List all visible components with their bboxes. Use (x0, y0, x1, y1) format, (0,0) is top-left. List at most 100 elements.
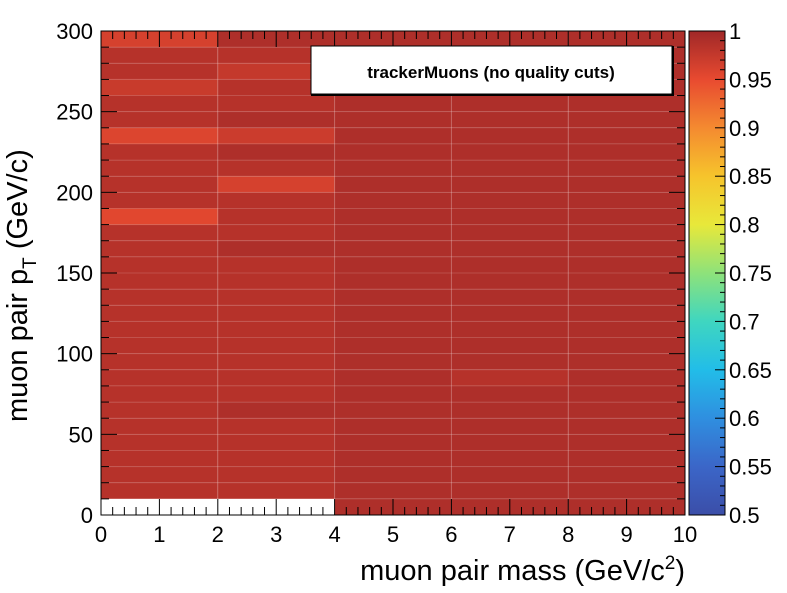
heatmap-cell (451, 353, 569, 370)
legend-box: trackerMuons (no quality cuts) (310, 45, 674, 96)
heatmap-cell (568, 482, 685, 499)
heatmap-cell (451, 224, 569, 241)
x-tick-label: 7 (504, 522, 516, 547)
y-tick-label: 0 (81, 503, 93, 528)
heatmap-cell (101, 434, 218, 451)
heatmap-cell (568, 256, 685, 273)
heatmap-cell (568, 402, 685, 419)
heatmap-cell (568, 289, 685, 306)
heatmap-cell (101, 63, 218, 80)
heatmap-cell (217, 63, 335, 80)
heatmap-cell (334, 111, 452, 128)
color-bar-tick-label: 0.7 (729, 309, 760, 334)
heatmap-cell (334, 305, 452, 322)
x-axis: 0 1 2 3 4 5 6 7 8 9 10 (95, 31, 697, 547)
heatmap-cells (101, 31, 685, 515)
heatmap-cell (334, 482, 452, 499)
heatmap-cell (101, 176, 218, 193)
heatmap-cell (334, 95, 452, 112)
heatmap-cell (568, 337, 685, 354)
color-bar-tick-label: 0.5 (729, 503, 760, 528)
heatmap-cell (334, 176, 452, 193)
heatmap-cell (451, 289, 569, 306)
heatmap-cell (568, 143, 685, 161)
heatmap-cell (334, 353, 452, 370)
heatmap-cell (451, 337, 569, 354)
color-bar-tick-label: 0.8 (729, 213, 760, 238)
heatmap-cell (568, 111, 685, 128)
x-tick-label: 4 (328, 522, 340, 547)
heatmap-cell (101, 127, 218, 144)
heatmap-cell (101, 111, 218, 128)
heatmap-cell (217, 434, 335, 451)
heatmap-cell (101, 402, 218, 419)
heatmap-cell (451, 208, 569, 225)
heatmap-cell (334, 289, 452, 306)
heatmap-cell (334, 369, 452, 386)
x-tick-label: 3 (270, 522, 282, 547)
heatmap-cell (334, 450, 452, 467)
heatmap-cell (451, 127, 569, 144)
heatmap-cell (568, 224, 685, 241)
heatmap-cell (451, 434, 569, 451)
heatmap-cell (101, 160, 218, 177)
x-tick-label: 0 (95, 522, 107, 547)
heatmap-cell (451, 466, 569, 483)
color-bar-tick-label: 0.95 (729, 67, 772, 92)
y-tick-label: 300 (56, 19, 93, 44)
color-bar: 0.5 0.55 0.6 0.65 0.7 0.75 0.8 0.85 0.9 0.95 1 (688, 19, 772, 528)
color-bar-tick-label: 0.65 (729, 358, 772, 383)
heatmap-cell (451, 143, 569, 161)
heatmap-cell (101, 47, 218, 64)
heatmap-cell (101, 337, 218, 354)
heatmap-cell (451, 305, 569, 322)
heatmap-cell (101, 369, 218, 386)
heatmap-cell (568, 450, 685, 467)
color-bar-tick-label: 1 (729, 19, 741, 44)
x-tick-label: 2 (212, 522, 224, 547)
heatmap-cell (568, 208, 685, 225)
heatmap-cell (334, 192, 452, 209)
heatmap-cell (568, 176, 685, 193)
heatmap-cell (217, 321, 335, 338)
heatmap-cell (101, 385, 218, 403)
heatmap-cell (451, 95, 569, 112)
heatmap-cell (101, 95, 218, 112)
color-bar-ticks: 0.5 0.55 0.6 0.65 0.7 0.75 0.8 0.85 0.9 0.95 1 (715, 19, 772, 528)
heatmap-cell (217, 337, 335, 354)
y-tick-label: 100 (56, 342, 93, 367)
heatmap-cell (217, 95, 335, 112)
heatmap-cell (568, 466, 685, 483)
heatmap-cell (217, 192, 335, 209)
heatmap-cell (101, 305, 218, 322)
heatmap-cell (217, 208, 335, 225)
heatmap-cell (334, 337, 452, 354)
heatmap-cell (334, 224, 452, 241)
heatmap-cell (568, 369, 685, 386)
heatmap-cell (217, 160, 335, 177)
heatmap-cell (334, 402, 452, 419)
heatmap-cell (101, 240, 218, 257)
heatmap-cell (451, 321, 569, 338)
heatmap-cell (568, 321, 685, 338)
heatmap-cell (101, 466, 218, 483)
y-tick-label: 150 (56, 261, 93, 286)
heatmap-cell (568, 305, 685, 322)
heatmap-cell (451, 111, 569, 128)
heatmap-cell (217, 402, 335, 419)
heatmap-cell (334, 434, 452, 451)
heatmap-cell (334, 466, 452, 483)
heatmap-cell (101, 289, 218, 306)
heatmap-cell (334, 273, 452, 290)
heatmap-cell (101, 143, 218, 161)
heatmap-cell (217, 289, 335, 306)
heatmap-cell (334, 240, 452, 257)
heatmap-cell (451, 385, 569, 403)
y-axis: 0 50 100 150 200 250 300 (56, 19, 685, 528)
x-tick-label: 8 (562, 522, 574, 547)
heatmap-cell (217, 127, 335, 144)
heatmap-cell (101, 321, 218, 338)
x-axis-title: muon pair mass (GeV/c2) (360, 553, 685, 587)
heatmap-cell (451, 240, 569, 257)
